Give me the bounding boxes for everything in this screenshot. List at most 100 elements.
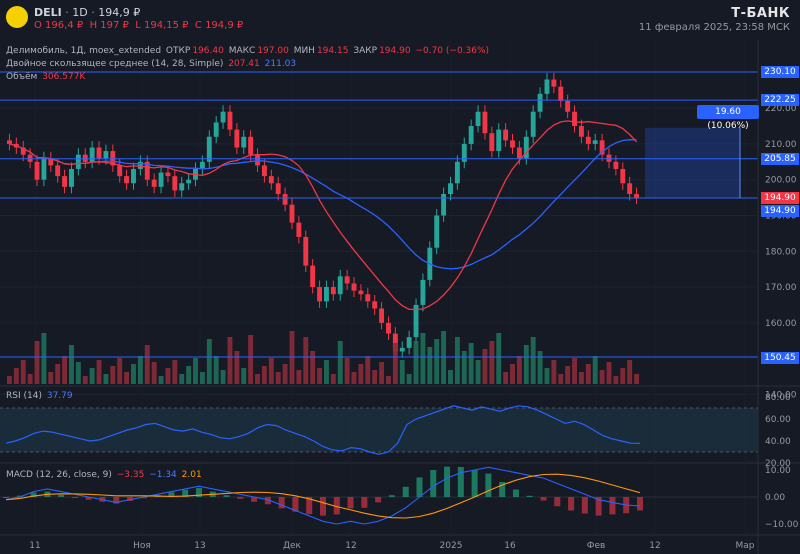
volume-bar bbox=[386, 376, 391, 384]
candle-body bbox=[137, 161, 143, 169]
volume-bar bbox=[310, 351, 316, 384]
candle-body bbox=[572, 111, 577, 127]
macd-hist-bar bbox=[278, 497, 285, 509]
candle-body bbox=[158, 172, 164, 187]
candle-body bbox=[434, 215, 440, 248]
candle-body bbox=[75, 154, 81, 169]
macd-v1: −3.35 bbox=[116, 470, 145, 480]
volume-bar bbox=[117, 358, 123, 384]
candle-body bbox=[227, 111, 233, 130]
legend-ma-row[interactable]: Двойное скользящее среднее (14, 28, Simp… bbox=[6, 59, 298, 69]
volume-bar bbox=[220, 370, 226, 384]
rsi-axis-label: 20.00 bbox=[765, 459, 791, 469]
macd-hist-bar bbox=[140, 497, 147, 499]
macd-legend[interactable]: MACD (12, 26, close, 9) −3.35 −1.34 2.01 bbox=[6, 470, 204, 480]
macd-axis-label: 10.00 bbox=[765, 466, 791, 476]
volume-bar bbox=[482, 349, 488, 384]
candle-body bbox=[241, 136, 247, 148]
legend-open-value: 196.40 bbox=[192, 46, 224, 56]
candle-body bbox=[592, 140, 598, 144]
candle-body bbox=[620, 168, 626, 184]
candle-body bbox=[110, 151, 116, 166]
volume-bar bbox=[82, 376, 88, 384]
candle-body bbox=[523, 136, 529, 159]
candle-body bbox=[186, 179, 192, 184]
ticker-line[interactable]: DELI · 1D · 194,9 ₽ bbox=[34, 6, 141, 19]
time-axis-label: 12 bbox=[345, 541, 356, 551]
volume-bar bbox=[89, 368, 95, 384]
ma-fast-line bbox=[9, 120, 638, 311]
macd-hist-bar bbox=[402, 486, 409, 497]
volume-bar bbox=[565, 366, 571, 384]
volume-bar bbox=[420, 333, 426, 384]
volume-bar bbox=[103, 374, 109, 384]
macd-hist-bar bbox=[237, 497, 244, 499]
volume-bar bbox=[213, 356, 219, 384]
macd-hist-bar bbox=[595, 497, 602, 516]
legend-symbol-row[interactable]: Делимобиль, 1Д, moex_extended ОТКР 196.40… bbox=[6, 46, 491, 56]
candle-body bbox=[634, 194, 639, 198]
time-axis-label: Фев bbox=[587, 541, 606, 551]
volume-bar bbox=[379, 362, 385, 384]
candle-body bbox=[199, 161, 205, 169]
volume-bar bbox=[365, 356, 371, 384]
candle-body bbox=[585, 136, 591, 144]
ohlc-line: O 196,4 ₽ H 197 ₽ L 194,15 ₽ C 194,9 ₽ bbox=[34, 20, 243, 31]
rsi-axis-label: 80.00 bbox=[765, 393, 791, 403]
candle-body bbox=[399, 347, 405, 352]
candle-body bbox=[537, 93, 543, 112]
candle-body bbox=[268, 176, 274, 184]
volume-bar bbox=[131, 364, 136, 384]
candle-body bbox=[344, 276, 350, 284]
legend-change: −0.70 (−0.36%) bbox=[415, 46, 490, 56]
legend-volume-row[interactable]: Объём 306.577K bbox=[6, 72, 87, 82]
ticker-logo bbox=[6, 6, 28, 28]
candle-body bbox=[468, 126, 474, 144]
candle-body bbox=[89, 147, 95, 162]
macd-hist-bar bbox=[264, 497, 271, 505]
volume-bar bbox=[199, 372, 205, 384]
macd-hist-bar bbox=[485, 473, 492, 497]
price-tag-150: 150.45 bbox=[761, 352, 799, 364]
volume-bar bbox=[503, 372, 509, 384]
volume-bar bbox=[399, 360, 405, 384]
volume-bar bbox=[172, 360, 178, 384]
candle-body bbox=[34, 161, 40, 180]
volume-bar bbox=[55, 364, 61, 384]
price-axis-label: 160.00 bbox=[765, 319, 797, 329]
volume-bar bbox=[475, 360, 481, 384]
candle-body bbox=[413, 304, 419, 338]
legend-close-value: 194.90 bbox=[379, 46, 411, 56]
macd-hist-bar bbox=[540, 497, 547, 501]
candle-body bbox=[41, 158, 47, 180]
time-axis-label: 11 bbox=[29, 541, 40, 551]
volume-bar bbox=[248, 335, 254, 384]
rsi-line bbox=[5, 405, 641, 455]
price-tag-230: 230.10 bbox=[761, 66, 799, 78]
candle-body bbox=[406, 337, 412, 348]
candle-body bbox=[96, 147, 102, 159]
rsi-axis-label: 60.00 bbox=[765, 415, 791, 425]
candle-body bbox=[503, 129, 509, 141]
rsi-legend[interactable]: RSI (14) 37.79 bbox=[6, 391, 75, 401]
volume-bar bbox=[413, 341, 419, 384]
measure-label[interactable]: 19.60 (10.06%) bbox=[697, 105, 759, 131]
measure-box[interactable] bbox=[645, 127, 740, 198]
volume-bar bbox=[537, 351, 543, 384]
candle-body bbox=[544, 79, 550, 94]
brand-logo: Т-БАНК bbox=[731, 6, 790, 21]
macd-hist-bar bbox=[637, 497, 643, 511]
legend-ma-slow: 211.03 bbox=[264, 59, 297, 69]
price-axis-label: 210.00 bbox=[765, 140, 797, 150]
candle-body bbox=[296, 222, 302, 237]
volume-bar bbox=[530, 337, 536, 384]
volume-bar bbox=[427, 347, 433, 384]
candle-body bbox=[131, 168, 136, 184]
price-tag-205: 205.85 bbox=[761, 153, 799, 165]
candle-body bbox=[234, 129, 240, 148]
price-tag-222: 222.25 bbox=[761, 94, 799, 106]
ohlc-high: H 197 ₽ bbox=[89, 20, 129, 31]
candle-body bbox=[82, 154, 88, 162]
legend-high-value: 197.00 bbox=[257, 46, 289, 56]
